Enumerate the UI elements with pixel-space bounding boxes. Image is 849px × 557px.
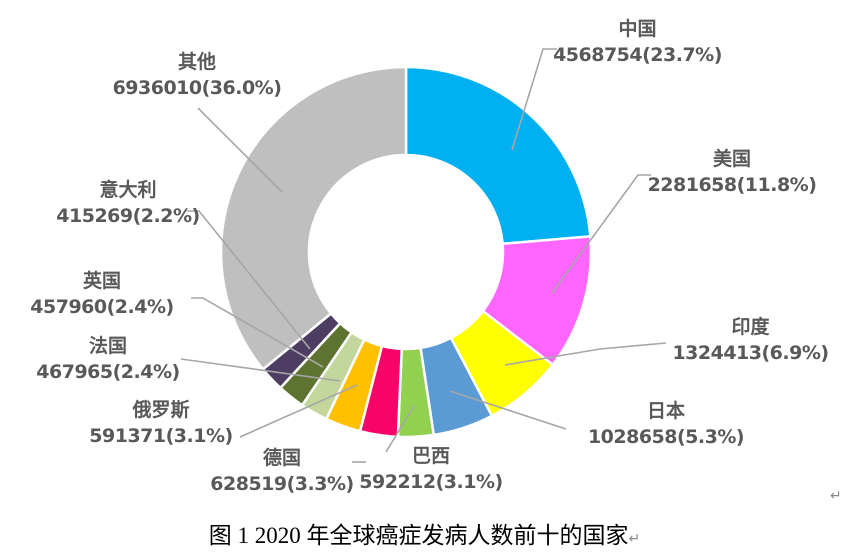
- label-france-value: 467965(2.4%): [36, 361, 180, 383]
- label-china-name: 中国: [618, 18, 657, 40]
- label-usa: 美国 2281658(11.8%): [647, 146, 817, 198]
- label-brazil-value: 592212(3.1%): [359, 471, 503, 493]
- label-usa-name: 美国: [712, 148, 751, 170]
- label-uk-value: 457960(2.4%): [30, 296, 174, 318]
- label-italy: 意大利 415269(2.2%): [47, 177, 209, 229]
- leader-france: [180, 358, 341, 382]
- leader-italy: [187, 210, 311, 350]
- label-usa-value: 2281658(11.8%): [647, 174, 817, 196]
- leader-india: [504, 342, 667, 366]
- label-uk-name: 英国: [82, 270, 121, 292]
- label-india: 印度 1324413(6.9%): [668, 314, 833, 366]
- label-china: 中国 4568754(23.7%): [540, 16, 735, 68]
- label-others-value: 6936010(36.0%): [112, 77, 282, 99]
- label-india-value: 1324413(6.9%): [672, 342, 829, 364]
- label-russia-name: 俄罗斯: [132, 399, 190, 421]
- leader-china: [511, 48, 557, 151]
- label-italy-value: 415269(2.2%): [56, 205, 200, 227]
- leader-brazil: [385, 405, 415, 453]
- slice-others: [219, 65, 408, 371]
- figure-caption: 图 1 2020 年全球癌症发病人数前十的国家↵: [0, 516, 849, 550]
- label-others: 其他 6936010(36.0%): [107, 49, 287, 101]
- donut-slices: [219, 65, 593, 439]
- label-france-name: 法国: [88, 335, 127, 357]
- label-germany-value: 628519(3.3%): [210, 473, 354, 495]
- label-brazil-name: 巴西: [411, 445, 450, 467]
- label-japan-value: 1028658(5.3%): [587, 426, 745, 448]
- label-brazil: 巴西 592212(3.1%): [351, 443, 511, 495]
- label-germany-name: 德国: [262, 447, 301, 469]
- label-india-name: 印度: [731, 316, 770, 338]
- leader-others: [197, 107, 283, 193]
- slice-china: [404, 65, 592, 246]
- label-france: 法国 467965(2.4%): [28, 333, 188, 385]
- label-russia-value: 591371(3.1%): [89, 425, 233, 447]
- label-china-value: 4568754(23.7%): [553, 44, 722, 66]
- leader-uk: [191, 297, 324, 368]
- label-leader-lines: [180, 48, 667, 463]
- leader-japan: [449, 390, 567, 430]
- label-japan: 日本 1028658(5.3%): [575, 398, 757, 450]
- label-japan-name: 日本: [646, 400, 685, 422]
- label-italy-name: 意大利: [99, 179, 157, 201]
- leader-usa: [551, 174, 651, 294]
- paragraph-mark-icon: ↵: [628, 531, 641, 547]
- label-russia: 俄罗斯 591371(3.1%): [81, 397, 241, 449]
- figure-caption-text: 图 1 2020 年全球癌症发病人数前十的国家: [208, 523, 629, 548]
- paragraph-mark-icon: ↵: [830, 488, 842, 504]
- label-uk: 英国 457960(2.4%): [21, 268, 183, 320]
- label-germany: 德国 628519(3.3%): [202, 445, 362, 497]
- leader-russia: [239, 384, 358, 438]
- label-others-name: 其他: [177, 51, 216, 73]
